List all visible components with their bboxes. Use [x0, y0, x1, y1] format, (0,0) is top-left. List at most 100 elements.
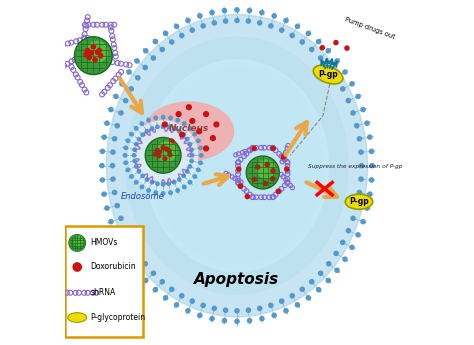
Circle shape [247, 9, 252, 13]
Circle shape [210, 10, 214, 14]
Circle shape [124, 161, 128, 165]
Circle shape [95, 50, 100, 54]
Circle shape [137, 170, 141, 173]
Circle shape [222, 318, 227, 323]
Circle shape [359, 177, 363, 181]
Circle shape [214, 122, 219, 127]
Circle shape [126, 168, 130, 171]
Circle shape [201, 24, 205, 28]
Circle shape [69, 235, 85, 251]
Circle shape [127, 257, 131, 261]
Circle shape [141, 174, 144, 178]
Circle shape [361, 220, 365, 224]
Circle shape [199, 146, 202, 150]
Circle shape [160, 280, 164, 284]
Circle shape [222, 9, 227, 13]
Circle shape [197, 139, 200, 142]
Circle shape [74, 37, 112, 75]
Circle shape [246, 156, 279, 189]
Ellipse shape [144, 102, 234, 160]
Circle shape [163, 122, 167, 127]
Circle shape [130, 132, 133, 136]
Circle shape [109, 220, 113, 224]
Circle shape [200, 154, 203, 157]
Circle shape [167, 182, 171, 186]
Circle shape [257, 160, 275, 178]
Circle shape [345, 46, 349, 50]
Ellipse shape [152, 67, 322, 264]
Circle shape [186, 105, 191, 110]
Circle shape [237, 167, 241, 171]
Circle shape [162, 183, 165, 186]
Circle shape [151, 271, 155, 275]
Circle shape [335, 59, 339, 63]
Text: shRNA: shRNA [90, 288, 116, 297]
FancyBboxPatch shape [65, 226, 143, 337]
Circle shape [326, 49, 330, 53]
Circle shape [193, 132, 197, 136]
Circle shape [201, 303, 205, 307]
Circle shape [114, 95, 118, 99]
Text: HMOVs: HMOVs [90, 238, 118, 247]
Circle shape [355, 124, 359, 128]
Text: Apoptosis: Apoptosis [194, 272, 280, 286]
Circle shape [182, 185, 186, 189]
Circle shape [341, 87, 345, 91]
Circle shape [193, 175, 197, 178]
Circle shape [97, 48, 101, 52]
Circle shape [260, 317, 264, 321]
Circle shape [135, 142, 138, 146]
Circle shape [280, 299, 284, 303]
Circle shape [105, 206, 109, 210]
Circle shape [135, 59, 139, 63]
Circle shape [334, 252, 338, 256]
Circle shape [306, 296, 310, 300]
Circle shape [150, 180, 154, 184]
Circle shape [174, 303, 179, 307]
Circle shape [300, 287, 304, 292]
Circle shape [76, 38, 111, 73]
Circle shape [319, 56, 323, 60]
Circle shape [265, 162, 269, 167]
Circle shape [258, 306, 262, 310]
Circle shape [269, 303, 273, 307]
Circle shape [178, 129, 181, 133]
Circle shape [130, 175, 133, 178]
Circle shape [111, 177, 115, 181]
Circle shape [224, 308, 228, 312]
Circle shape [135, 268, 139, 272]
Circle shape [356, 95, 360, 99]
Circle shape [188, 127, 192, 130]
Circle shape [143, 66, 147, 70]
Circle shape [167, 149, 171, 153]
Circle shape [167, 125, 171, 129]
Circle shape [150, 127, 154, 130]
Circle shape [136, 252, 140, 256]
Circle shape [174, 24, 179, 28]
Circle shape [310, 47, 314, 52]
Circle shape [212, 21, 216, 25]
Circle shape [317, 288, 321, 292]
Circle shape [135, 165, 138, 168]
Circle shape [269, 24, 273, 28]
Text: Pump drugs out: Pump drugs out [344, 16, 395, 40]
Circle shape [334, 41, 338, 45]
Circle shape [176, 189, 179, 192]
Circle shape [123, 154, 127, 157]
Circle shape [105, 121, 109, 125]
Circle shape [119, 216, 123, 220]
Circle shape [247, 318, 252, 323]
Circle shape [319, 271, 323, 275]
Circle shape [199, 161, 202, 165]
Circle shape [359, 164, 364, 168]
Circle shape [164, 147, 168, 151]
Circle shape [73, 263, 82, 271]
Circle shape [162, 116, 165, 119]
Circle shape [169, 191, 172, 194]
Circle shape [198, 313, 202, 317]
Circle shape [247, 157, 278, 188]
Circle shape [119, 111, 123, 115]
Circle shape [164, 296, 168, 300]
Circle shape [182, 122, 186, 125]
Circle shape [357, 190, 362, 195]
